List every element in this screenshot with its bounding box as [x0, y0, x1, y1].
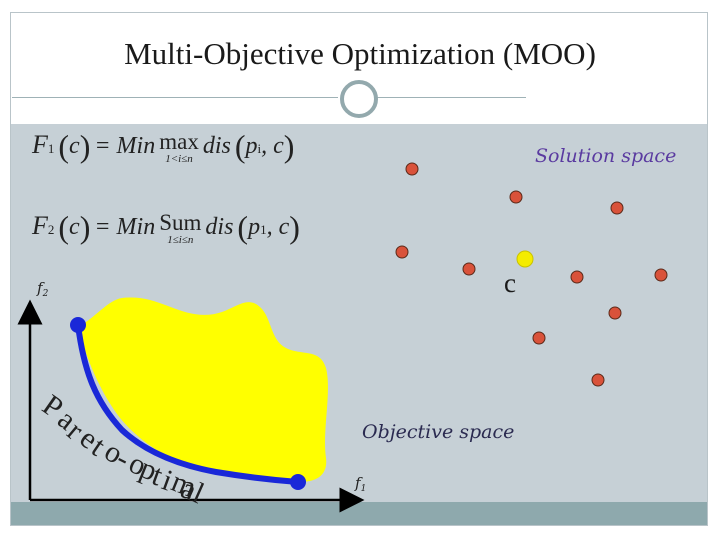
pareto-front-curve [75, 322, 301, 485]
formula-f2: F2 (c) = Min Sum 1≤i≤n dis (p1, c) [32, 209, 300, 246]
solution-point [610, 201, 624, 215]
solution-point [462, 262, 476, 276]
solution-point [405, 162, 419, 176]
solution-point [654, 268, 668, 282]
solution-point [532, 331, 546, 345]
objective-space-label: Objective space [362, 421, 515, 443]
selected-solution-point [516, 250, 534, 268]
formula-f2-p: p [248, 214, 261, 240]
axis-x-label: f1 [355, 474, 367, 494]
formula-f1-p-sub: i [257, 141, 262, 156]
formula-f1: F1 (c) = Min max 1<i≤n dis (pi, c) [32, 128, 295, 165]
solution-space-label: Solution space [535, 145, 677, 167]
axis-y-label: f2 [37, 279, 49, 299]
formula-f1-subscript: 1 [47, 141, 55, 156]
solution-point [591, 373, 605, 387]
pareto-endpoint-top [70, 317, 86, 333]
formula-f2-min: = Min [94, 214, 156, 240]
title-separator-right [376, 97, 526, 98]
slide-title: Multi-Objective Optimization (MOO) [124, 36, 596, 71]
solution-point [395, 245, 409, 259]
formula-f1-args-tail: , c [261, 133, 284, 159]
pareto-endpoint-bottom [290, 474, 306, 490]
selected-point-label: c [504, 268, 516, 298]
solution-point [570, 270, 584, 284]
formula-f1-min: = Min [94, 133, 156, 159]
solution-point [509, 190, 523, 204]
formula-f2-p-sub: 1 [260, 222, 267, 237]
slide-frame [10, 12, 708, 526]
footer-bar [11, 502, 707, 525]
formula-f2-dis: dis [205, 214, 234, 240]
formula-f1-dis: dis [202, 133, 231, 159]
formula-f1-arg: c [69, 133, 80, 159]
formula-f1-p: p [245, 133, 258, 159]
formula-f2-args-tail: , c [266, 214, 290, 240]
separator-circle-icon [340, 80, 378, 118]
solution-points [395, 162, 668, 387]
formula-f2-name: F [32, 211, 48, 240]
formula-f2-subscript: 2 [47, 222, 55, 237]
solution-point [608, 306, 622, 320]
objective-region [78, 297, 328, 482]
formula-f1-operator: max 1<i≤n [159, 129, 199, 165]
formula-f2-operator: Sum 1≤i≤n [159, 210, 202, 246]
formula-f1-name: F [32, 130, 48, 159]
title-separator-left [12, 97, 338, 98]
formula-f2-arg: c [69, 214, 80, 240]
